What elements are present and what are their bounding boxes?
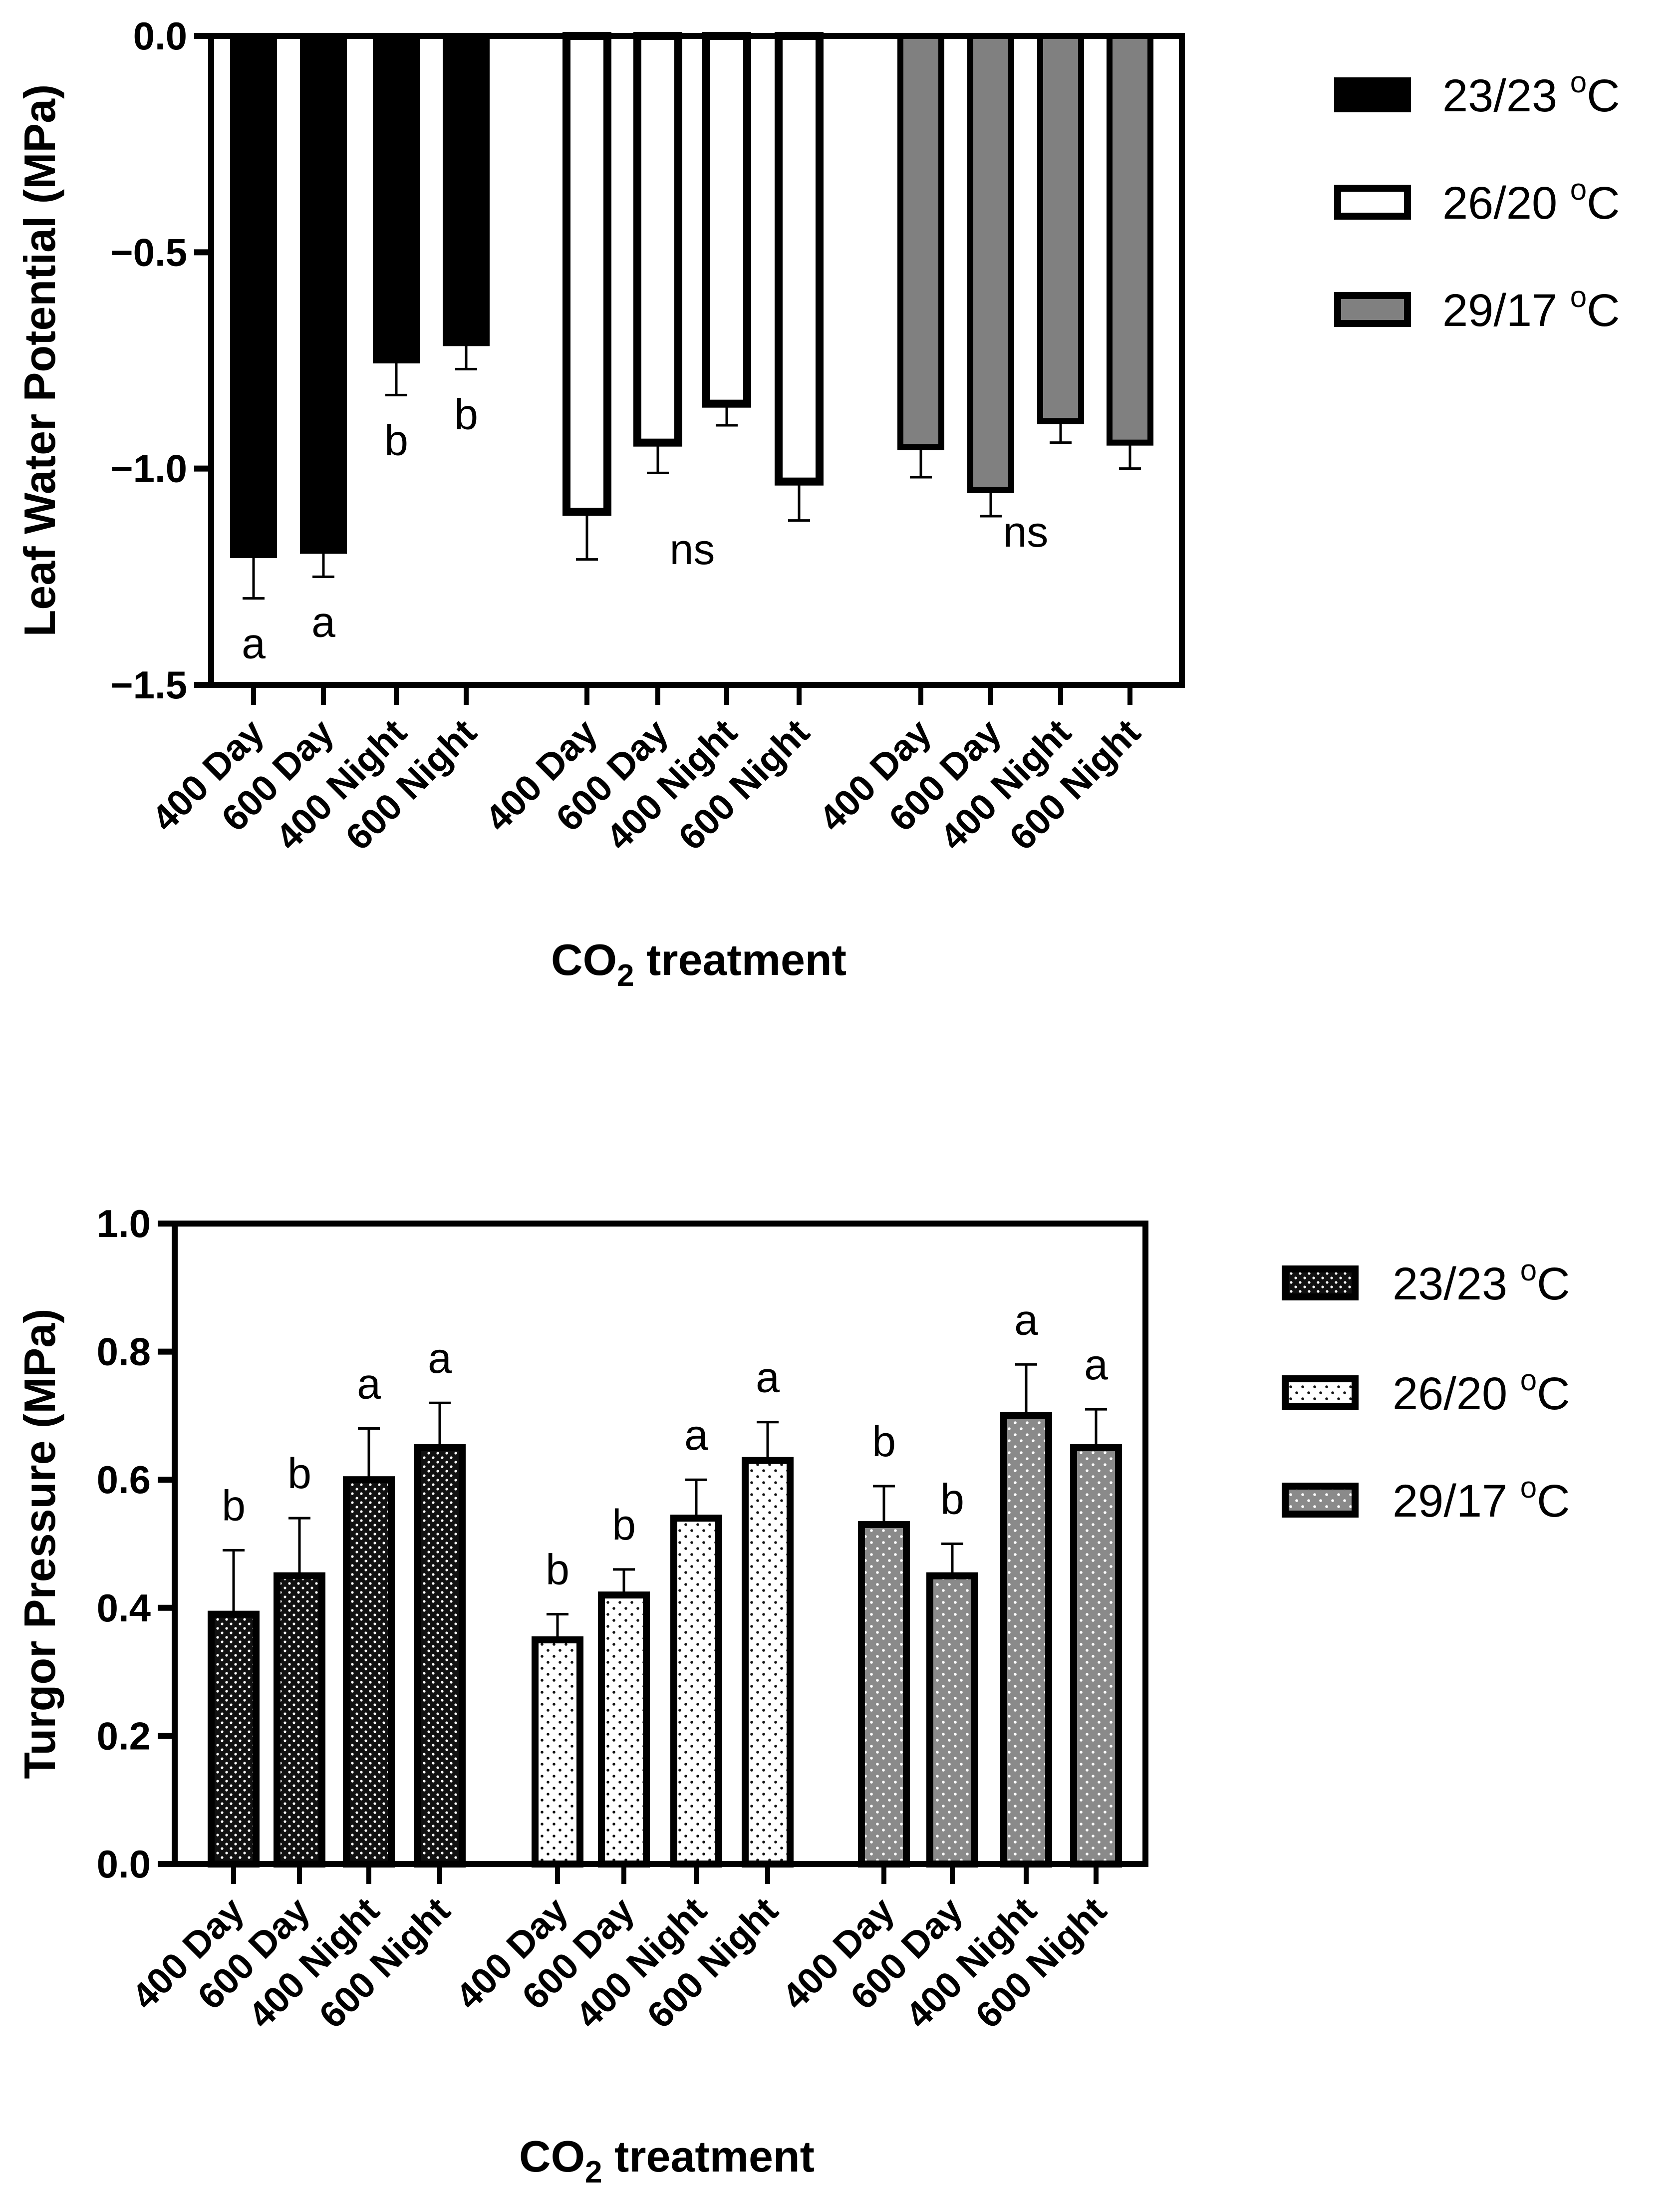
bar <box>562 32 611 516</box>
y-tick-label: 0.0 <box>97 1842 151 1886</box>
significance-label: b <box>546 1546 569 1594</box>
bar <box>300 33 347 554</box>
legend-swatch <box>1334 77 1411 112</box>
bar <box>1000 1412 1052 1868</box>
x-axis-title-rest: treatment <box>634 935 846 984</box>
bar <box>343 1476 395 1868</box>
bar <box>858 1521 910 1868</box>
legend-label-unit: C <box>1587 70 1620 121</box>
legend-label-unit: C <box>1537 1258 1570 1309</box>
legend-label: 29/17 oC <box>1393 1471 1570 1527</box>
bar <box>1107 33 1153 446</box>
significance-label: b <box>222 1482 246 1530</box>
plot-frame <box>172 1221 1148 1867</box>
bar <box>670 1515 722 1868</box>
legend-swatch <box>1282 1375 1359 1410</box>
legend-label-unit: C <box>1587 285 1620 336</box>
bar <box>598 1591 650 1868</box>
legend-label: 23/23 oC <box>1393 1253 1570 1309</box>
bar <box>633 32 682 447</box>
x-axis-title-main: CO <box>519 2132 585 2181</box>
significance-label: a <box>311 598 335 646</box>
bar <box>742 1457 794 1868</box>
significance-label: b <box>454 390 478 438</box>
bar <box>897 33 944 450</box>
y-tick-label: 0.6 <box>97 1458 151 1502</box>
y-tick-label: −1.0 <box>110 447 187 491</box>
x-axis-title-rest: treatment <box>602 2132 815 2181</box>
y-tick-label: −0.5 <box>110 230 187 274</box>
y-tick-label: −1.5 <box>110 663 187 707</box>
bar <box>702 32 751 408</box>
bar <box>414 1444 466 1868</box>
legend-label-name: 29/17 <box>1393 1476 1520 1527</box>
bar <box>230 33 277 558</box>
legend-swatch <box>1282 1265 1359 1300</box>
legend-label: 26/20 oC <box>1442 173 1620 229</box>
bar <box>775 32 824 486</box>
significance-label: a <box>428 1334 452 1382</box>
group-significance-label: ns <box>670 526 715 574</box>
bar <box>1037 33 1084 424</box>
legend-label-degree: o <box>1570 173 1587 206</box>
x-axis-title-subscript: 2 <box>585 2155 602 2187</box>
bar <box>208 1610 260 1868</box>
legend-label: 26/20 oC <box>1393 1363 1570 1419</box>
bar <box>532 1636 583 1868</box>
legend-label-name: 23/23 <box>1393 1258 1520 1309</box>
legend-label-unit: C <box>1537 1476 1570 1527</box>
legend-label: 29/17 oC <box>1442 280 1620 336</box>
significance-label: a <box>684 1411 708 1459</box>
x-axis-title-main: CO <box>551 935 617 984</box>
y-axis-title: Leaf Water Potential (MPa) <box>15 84 64 637</box>
legend-label-unit: C <box>1587 178 1620 229</box>
legend-swatch <box>1334 185 1411 220</box>
significance-label: b <box>940 1476 964 1524</box>
x-axis-title-subscript: 2 <box>617 958 634 993</box>
significance-label: a <box>357 1360 381 1408</box>
significance-label: b <box>872 1418 896 1466</box>
plot-frame <box>208 33 1185 688</box>
bar <box>967 33 1014 493</box>
bar <box>1070 1444 1122 1868</box>
legend-label-degree: o <box>1520 1363 1537 1397</box>
significance-label: a <box>756 1354 780 1402</box>
group-significance-label: ns <box>1003 508 1049 556</box>
y-tick-label: 0.2 <box>97 1714 151 1758</box>
leaf-water-potential-chart: 0.0 −0.5 −1.0 −1.5 Leaf Water Potential (MPa… <box>15 14 1620 993</box>
legend-label-name: 23/23 <box>1442 70 1570 121</box>
x-axis-title: CO2 treatment <box>519 2132 815 2187</box>
legend-label-degree: o <box>1570 280 1587 313</box>
legend-swatch <box>1334 292 1411 327</box>
legend-label-degree: o <box>1570 65 1587 99</box>
legend-label-degree: o <box>1520 1471 1537 1504</box>
bar <box>926 1572 978 1868</box>
legend-label-name: 29/17 <box>1442 285 1570 336</box>
y-tick-label: 0.4 <box>97 1586 151 1630</box>
significance-label: b <box>612 1501 636 1549</box>
legend-label-unit: C <box>1537 1368 1570 1419</box>
y-tick-label: 0.0 <box>133 14 187 58</box>
y-axis-title: Turgor Pressure (MPa) <box>15 1308 64 1779</box>
bar <box>373 33 420 363</box>
turgor-pressure-chart: 0.0 0.2 0.4 0.6 0.8 1.0 Turgor Pressure (MPa) b… <box>15 1202 1570 2187</box>
legend-label-name: 26/20 <box>1393 1368 1520 1419</box>
legend-label-name: 26/20 <box>1442 178 1570 229</box>
bar <box>443 33 490 346</box>
significance-label: b <box>287 1450 311 1498</box>
legend-label: 23/23 oC <box>1442 65 1620 121</box>
x-axis-title: CO2 treatment <box>551 935 846 993</box>
legend-label-degree: o <box>1520 1253 1537 1287</box>
significance-label: a <box>1014 1296 1038 1344</box>
y-tick-label: 1.0 <box>97 1202 151 1246</box>
significance-label: a <box>242 620 266 668</box>
significance-label: b <box>384 416 408 464</box>
significance-label: a <box>1084 1341 1108 1389</box>
y-tick-label: 0.8 <box>97 1330 151 1374</box>
bar <box>274 1572 325 1868</box>
legend-swatch <box>1282 1483 1359 1518</box>
